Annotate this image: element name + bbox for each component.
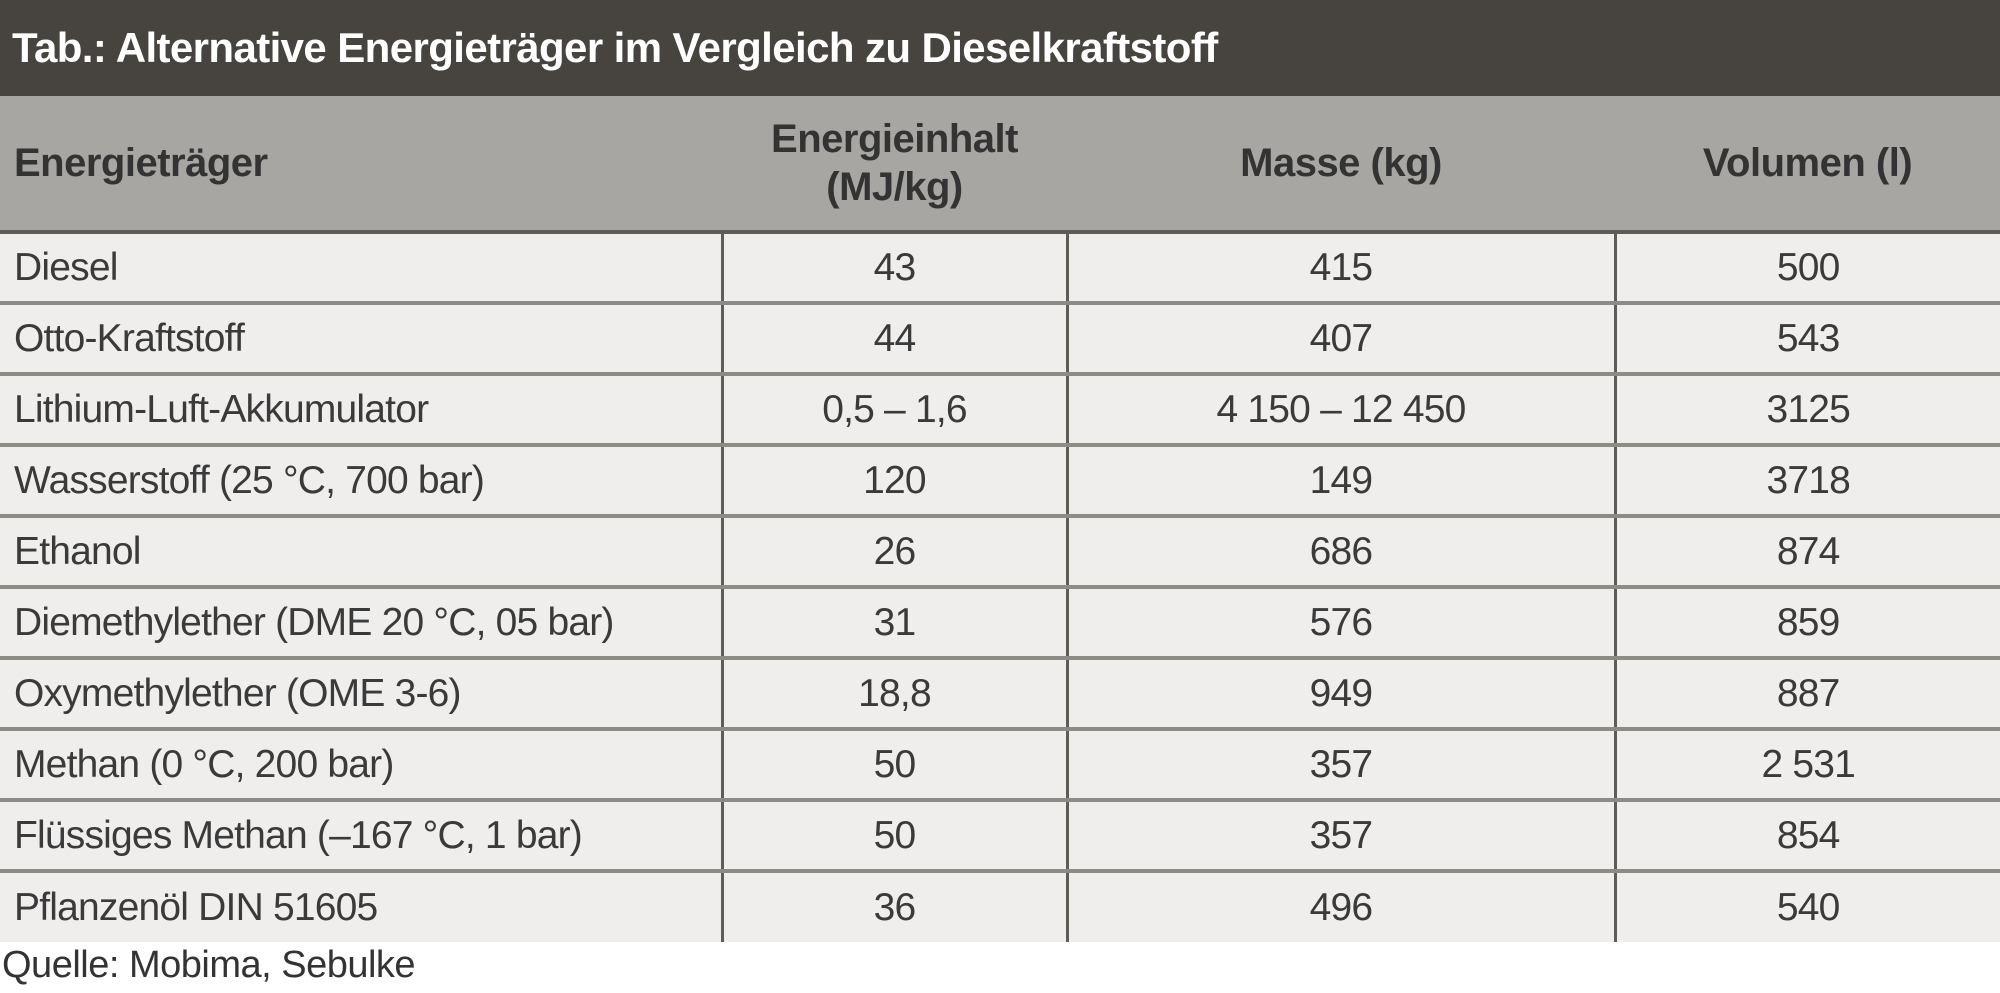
table-row: Pflanzenöl DIN 51605 36 496 540	[0, 871, 2000, 942]
cell-volumen: 859	[1613, 587, 2000, 660]
table-header: Energieträger Energieinhalt (MJ/kg) Mass…	[0, 96, 2000, 234]
table-row: Diemethylether (DME 20 °C, 05 bar) 31 57…	[0, 587, 2000, 660]
cell-energieinhalt: 43	[720, 232, 1067, 305]
cell-volumen: 3718	[1613, 445, 2000, 518]
cell-energieinhalt: 26	[720, 516, 1067, 589]
header-energieinhalt-line1: Energieinhalt	[771, 117, 1018, 161]
cell-volumen: 540	[1613, 871, 2000, 942]
table-row: Ethanol 26 686 874	[0, 516, 2000, 589]
header-energieinhalt: Energieinhalt (MJ/kg)	[722, 96, 1067, 234]
table-row: Flüssiges Methan (–167 °C, 1 bar) 50 357…	[0, 800, 2000, 873]
cell-volumen: 887	[1613, 658, 2000, 731]
table-row: Oxymethylether (OME 3-6) 18,8 949 887	[0, 658, 2000, 731]
comparison-table-container: Energieträger Energieinhalt (MJ/kg) Mass…	[0, 96, 2000, 942]
header-volumen: Volumen (l)	[1615, 96, 2000, 234]
cell-energietraeger: Otto-Kraftstoff	[0, 303, 722, 376]
source-note: Quelle: Mobima, Sebulke	[2, 944, 416, 986]
header-masse: Masse (kg)	[1067, 96, 1615, 234]
cell-masse: 4 150 – 12 450	[1065, 374, 1615, 447]
cell-energieinhalt: 31	[720, 587, 1067, 660]
cell-volumen: 874	[1613, 516, 2000, 589]
cell-masse: 149	[1065, 445, 1615, 518]
table-row: Lithium-Luft-Akkumulator 0,5 – 1,6 4 150…	[0, 374, 2000, 447]
table-row: Methan (0 °C, 200 bar) 50 357 2 531	[0, 729, 2000, 802]
header-row: Energieträger Energieinhalt (MJ/kg) Mass…	[0, 96, 2000, 234]
header-energieinhalt-unit: (MJ/kg)	[826, 165, 963, 209]
cell-energietraeger: Lithium-Luft-Akkumulator	[0, 374, 722, 447]
cell-masse: 407	[1065, 303, 1615, 376]
cell-energieinhalt: 36	[720, 871, 1067, 942]
cell-masse: 357	[1065, 729, 1615, 802]
cell-energietraeger: Diemethylether (DME 20 °C, 05 bar)	[0, 587, 722, 660]
cell-energieinhalt: 44	[720, 303, 1067, 376]
cell-volumen: 500	[1613, 232, 2000, 305]
table-title: Tab.: Alternative Energieträger im Vergl…	[0, 0, 2000, 96]
table-row: Diesel 43 415 500	[0, 232, 2000, 305]
cell-masse: 357	[1065, 800, 1615, 873]
table-body: Diesel 43 415 500 Otto-Kraftstoff 44 407…	[0, 232, 2000, 942]
cell-energieinhalt: 18,8	[720, 658, 1067, 731]
cell-energietraeger: Diesel	[0, 232, 722, 305]
cell-energietraeger: Pflanzenöl DIN 51605	[14, 885, 378, 929]
cell-volumen: 543	[1613, 303, 2000, 376]
cell-masse: 415	[1065, 232, 1615, 305]
cell-energietraeger: Ethanol	[0, 516, 722, 589]
cell-masse: 496	[1065, 871, 1615, 942]
cell-energieinhalt: 50	[720, 800, 1067, 873]
cell-volumen: 2 531	[1613, 729, 2000, 802]
cell-masse: 686	[1065, 516, 1615, 589]
table-row: Otto-Kraftstoff 44 407 543	[0, 303, 2000, 376]
header-energietraeger: Energieträger	[0, 96, 722, 234]
table-row: Wasserstoff (25 °C, 700 bar) 120 149 371…	[0, 445, 2000, 518]
cell-energieinhalt: 120	[720, 445, 1067, 518]
cell-energietraeger: Oxymethylether (OME 3-6)	[0, 658, 722, 731]
comparison-table: Energieträger Energieinhalt (MJ/kg) Mass…	[0, 96, 2000, 942]
cell-masse: 576	[1065, 587, 1615, 660]
cell-volumen: 3125	[1613, 374, 2000, 447]
cell-energieinhalt: 50	[720, 729, 1067, 802]
cell-energieinhalt: 0,5 – 1,6	[720, 374, 1067, 447]
cell-energietraeger: Methan (0 °C, 200 bar)	[0, 729, 722, 802]
cell-energietraeger: Wasserstoff (25 °C, 700 bar)	[0, 445, 722, 518]
cell-energietraeger: Flüssiges Methan (–167 °C, 1 bar)	[0, 800, 722, 873]
cell-masse: 949	[1065, 658, 1615, 731]
cell-volumen: 854	[1613, 800, 2000, 873]
